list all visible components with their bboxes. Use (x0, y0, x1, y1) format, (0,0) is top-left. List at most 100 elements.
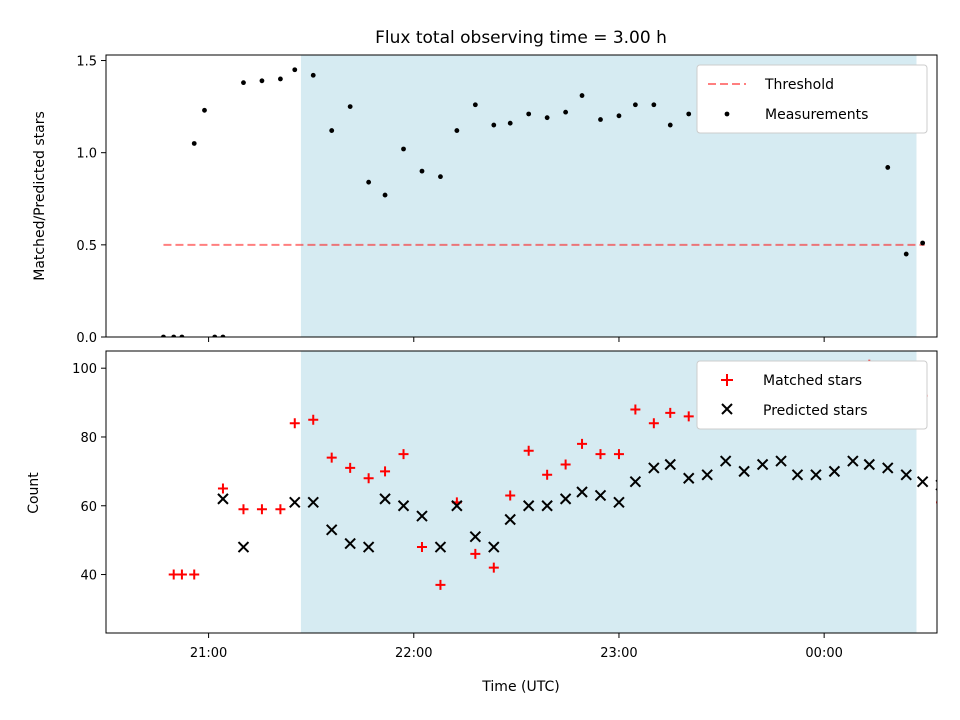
matched-star-point (345, 462, 356, 473)
legend-predicted-swatch (721, 403, 733, 415)
matched-star-point (435, 579, 446, 590)
top-y-axis-label: Matched/Predicted stars (32, 111, 48, 281)
measurement-point (616, 113, 622, 119)
measurement-point (347, 104, 353, 110)
legend-predicted-label: Predicted stars (763, 403, 868, 419)
predicted-star-point (955, 494, 960, 504)
matched-star-point (470, 548, 481, 559)
matched-star-point (176, 569, 187, 580)
x-tick-label: 23:00 (600, 646, 637, 661)
top-x-ticks (208, 337, 825, 342)
predicted-star-point (397, 500, 410, 512)
legend-matched-label: Matched stars (763, 373, 862, 389)
bottom-legend: Matched stars Predicted stars (696, 360, 928, 430)
matched-star-point (363, 473, 374, 484)
matched-star-point (256, 504, 267, 515)
matched-star-point (665, 407, 676, 418)
measurement-point (491, 122, 497, 128)
legend-measurements-swatch (724, 111, 730, 117)
matched-star-point (380, 466, 391, 477)
measurement-point (563, 109, 569, 115)
measurement-point (212, 334, 218, 337)
y-tick-label: 80 (80, 431, 97, 446)
predicted-star-point (379, 493, 391, 505)
measurement-point (438, 174, 443, 180)
y-tick-label: 1.0 (76, 147, 97, 162)
matched-star-point (505, 490, 516, 501)
matched-star-point (326, 452, 337, 463)
measurement-point (191, 141, 197, 146)
matched-star-point (683, 411, 694, 422)
x-tick-label: 00:00 (805, 646, 842, 661)
measurement-point (544, 115, 550, 121)
predicted-star-point (344, 537, 356, 550)
predicted-star-point (522, 500, 535, 512)
matched-star-point (289, 418, 300, 429)
y-tick-label: 100 (72, 362, 97, 377)
bottom-axes-frame (105, 350, 938, 634)
matched-star-point (275, 504, 286, 515)
bottom-legend-box (696, 360, 928, 430)
matched-star-point (189, 569, 200, 580)
measurement-point (171, 334, 177, 337)
predicted-star-point (648, 462, 660, 474)
top-y-axis: 0.0 0.5 1.0 1.5 (76, 55, 106, 346)
legend-matched-swatch (721, 374, 733, 386)
predicted-star-point (416, 510, 428, 522)
bottom-y-axis-label: Count (26, 472, 42, 514)
predicted-star-point (488, 541, 500, 553)
measurement-point (179, 334, 185, 337)
predicted-star-point (613, 496, 625, 509)
matched-star-point (217, 483, 228, 494)
measurement-point (161, 334, 166, 337)
measurement-point (507, 120, 513, 126)
predicted-star-point (683, 472, 695, 484)
measurement-point (241, 80, 246, 86)
measurement-point (382, 192, 388, 198)
predicted-star-point (719, 455, 732, 467)
x-axis-label: Time (UTC) (481, 679, 559, 695)
matched-star-point (560, 459, 571, 470)
predicted-star-point (828, 465, 841, 478)
matched-star-point (542, 469, 553, 480)
measurement-point (885, 165, 891, 170)
y-tick-label: 60 (80, 500, 97, 515)
predicted-star-point (217, 493, 229, 505)
predicted-star-point (882, 462, 894, 474)
measurement-point (292, 67, 298, 73)
legend-measurements-label: Measurements (765, 107, 868, 123)
predicted-star-point (847, 455, 859, 467)
x-tick-label: 21:00 (190, 646, 227, 661)
measurement-point (454, 128, 460, 133)
predicted-star-point (504, 513, 516, 526)
matched-star-point (416, 542, 427, 553)
matched-star-point (613, 449, 624, 460)
measurement-point (939, 242, 944, 247)
matched-star-point (488, 562, 499, 573)
matched-star-point (595, 449, 606, 460)
matched-star-point (955, 611, 960, 621)
predicted-star-point (701, 469, 713, 481)
predicted-star-point (559, 493, 572, 505)
predicted-star-point (451, 500, 463, 512)
predicted-star-point (325, 524, 338, 536)
predicted-star-point (289, 496, 301, 509)
predicted-star-point (469, 530, 482, 543)
measurement-point (632, 102, 638, 108)
predicted-star-point (594, 489, 607, 502)
predicted-star-point (900, 469, 912, 481)
matched-star-point (577, 438, 588, 449)
chart-title: Flux total observing time = 3.00 h (375, 28, 667, 48)
measurement-point (598, 117, 603, 122)
measurement-point (329, 128, 335, 133)
predicted-star-point (576, 486, 588, 498)
matched-star-point (523, 445, 534, 456)
measurement-point (366, 179, 372, 185)
matched-star-point (238, 504, 249, 515)
predicted-star-point (541, 500, 553, 512)
matched-star-point (648, 418, 659, 429)
matched-star-point (308, 414, 319, 425)
